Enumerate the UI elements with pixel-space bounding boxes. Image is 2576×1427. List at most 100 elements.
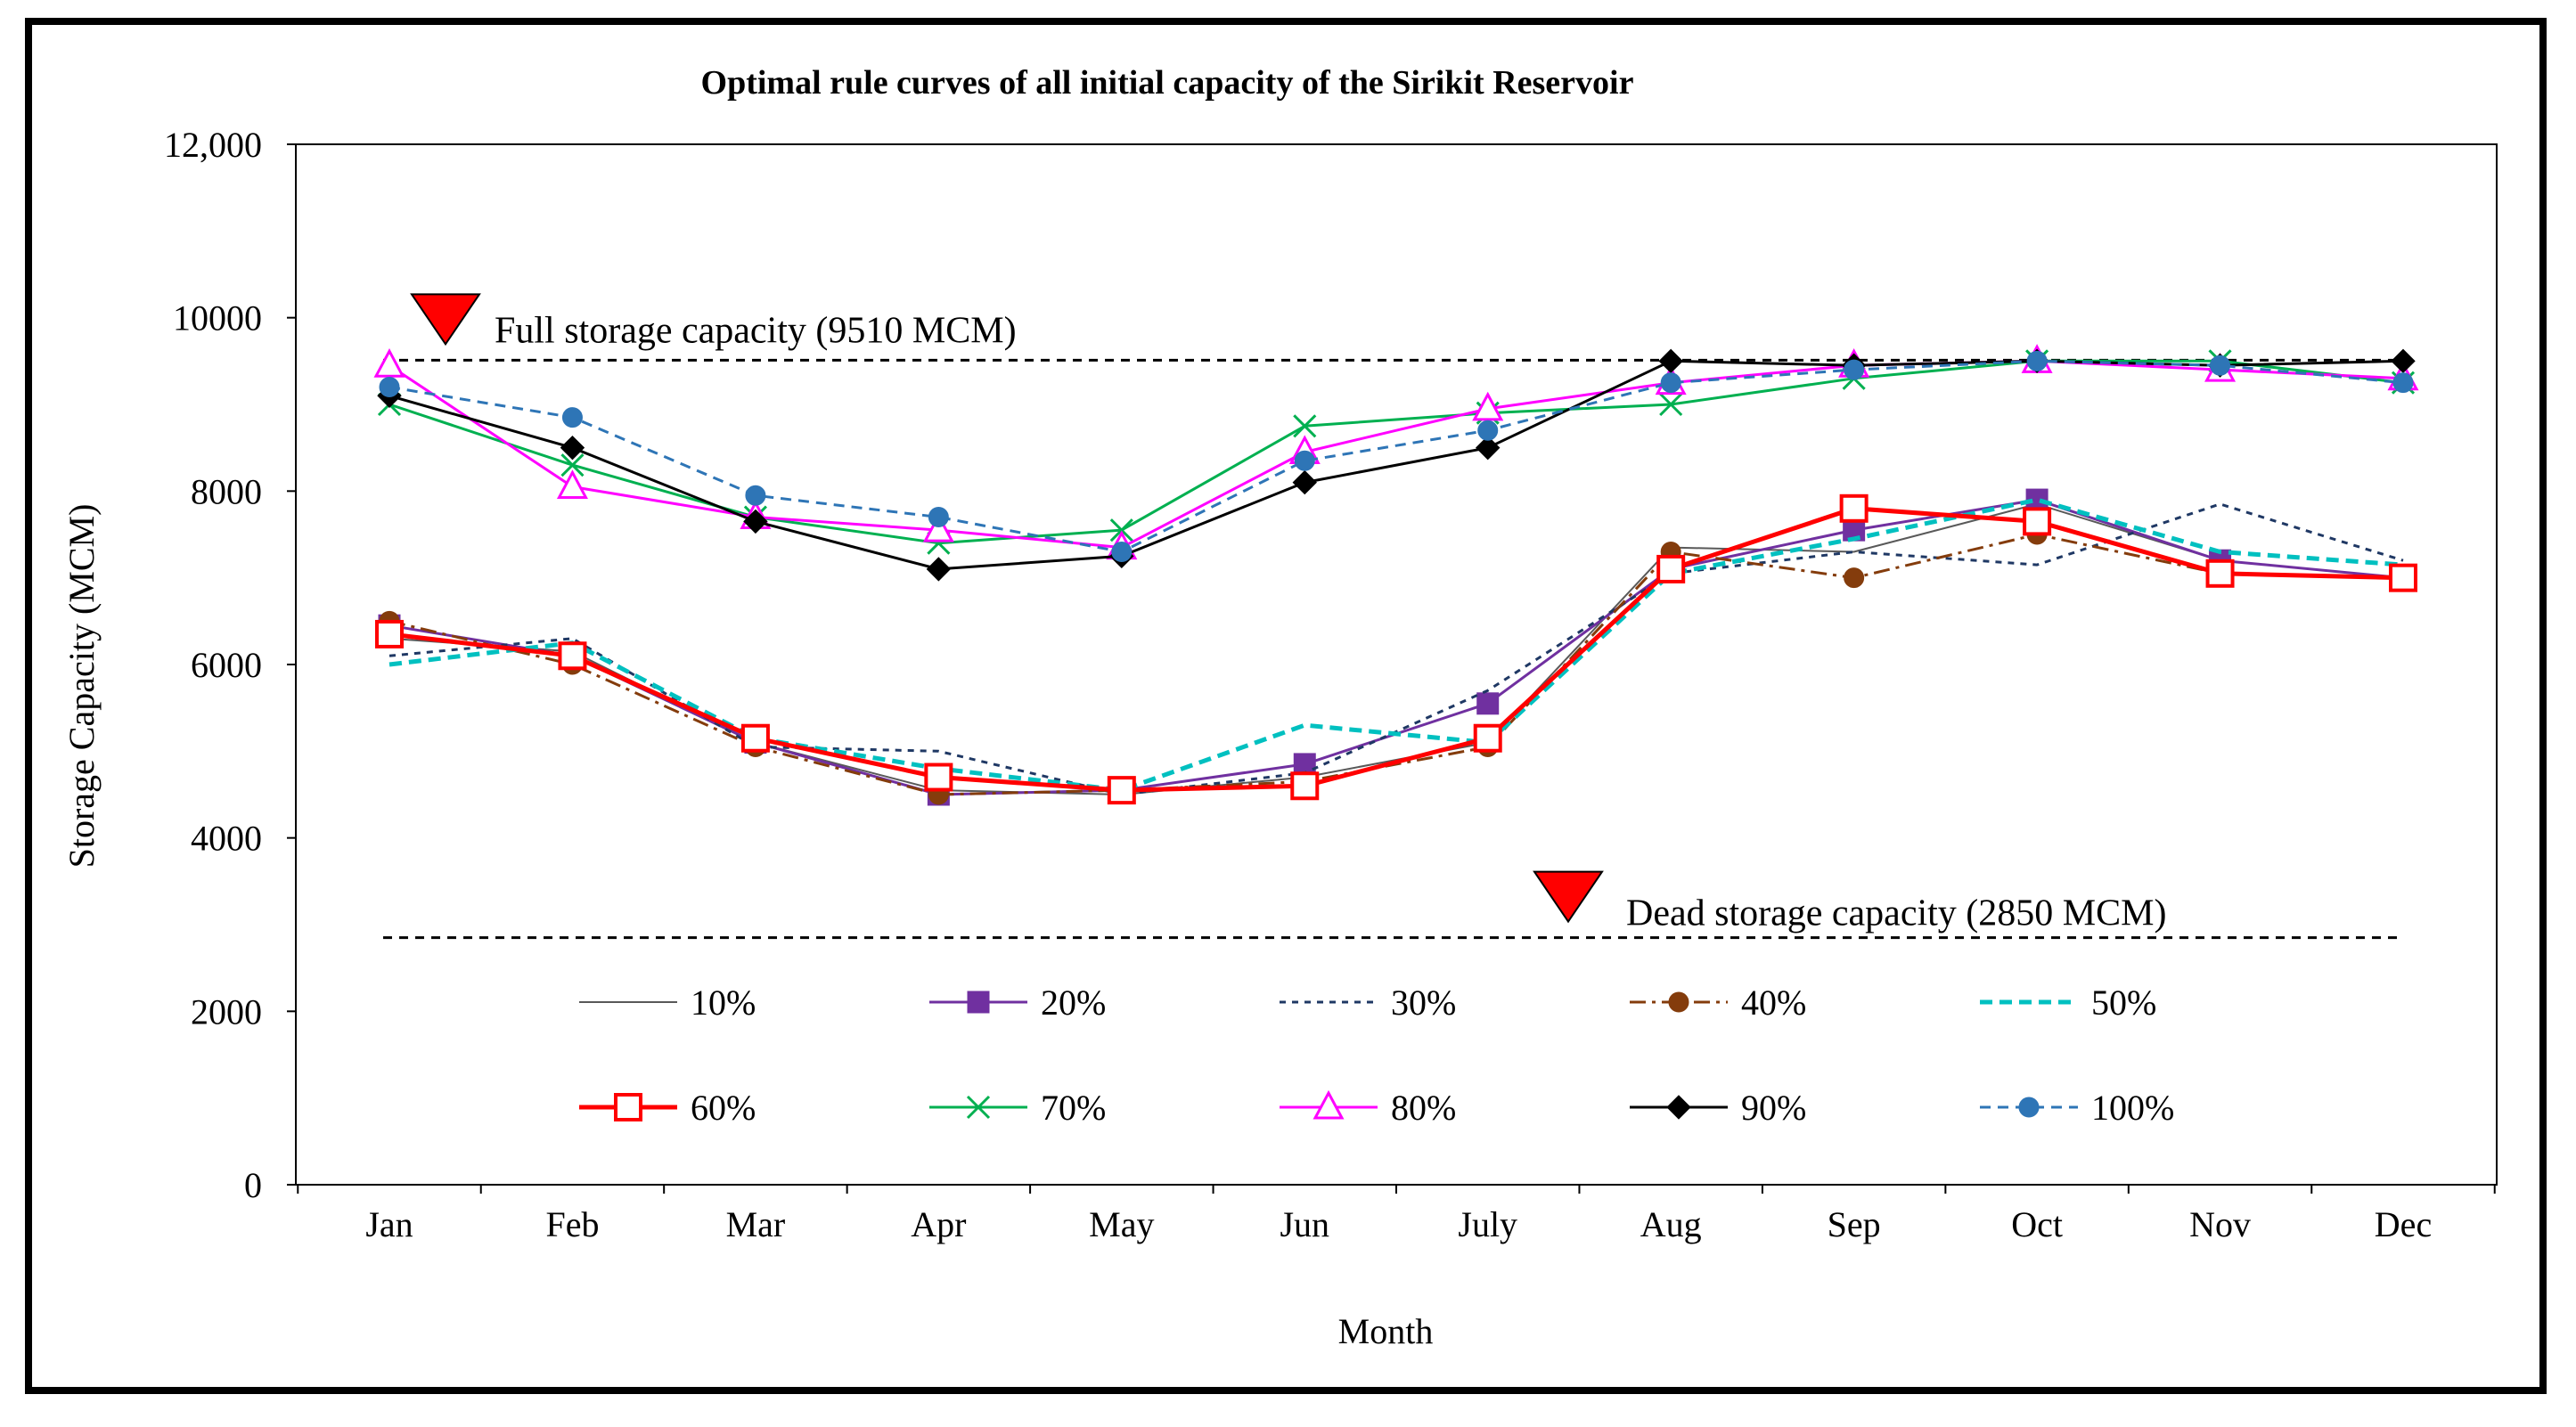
- x-tick-label-may: May: [1089, 1204, 1154, 1244]
- data-point-60pct: [1290, 771, 1320, 801]
- data-point-60pct: [2205, 559, 2235, 588]
- legend-marker-90pct: [1666, 1095, 1691, 1120]
- data-point-60pct: [1107, 776, 1136, 805]
- data-point-70pct: [560, 453, 585, 477]
- legend-label-90pct: 90%: [1741, 1088, 1806, 1128]
- data-point-100pct: [2392, 372, 2414, 394]
- chart-title: Optimal rule curves of all initial capac…: [701, 64, 1634, 102]
- x-tick-label-dec: Dec: [2375, 1204, 2432, 1244]
- legend-item-70pct: 70%: [929, 1088, 1106, 1128]
- dead-storage-label: Dead storage capacity (2850 MCM): [1626, 893, 2166, 934]
- legend-marker-80pct: [1313, 1089, 1345, 1120]
- legend-label-30pct: 30%: [1391, 983, 1456, 1023]
- series-100pct: [379, 350, 2414, 562]
- data-point-60pct: [2023, 507, 2052, 536]
- plot-border: [295, 143, 2498, 1186]
- data-point-80pct: [922, 512, 954, 542]
- x-tick-label-jun: Jun: [1280, 1204, 1329, 1244]
- y-tick-label: 8000: [191, 471, 262, 511]
- data-point-100pct: [2026, 350, 2048, 371]
- x-tick-label-mar: Mar: [726, 1204, 786, 1244]
- legend-item-80pct: 80%: [1280, 1088, 1456, 1128]
- data-point-70pct: [1293, 414, 1317, 438]
- legend-item-40pct: 40%: [1630, 983, 1806, 1023]
- legend-label-100pct: 100%: [2091, 1088, 2174, 1128]
- data-point-100pct: [379, 377, 400, 398]
- full-storage-marker-icon: [410, 293, 481, 347]
- data-point-60pct: [1839, 493, 1869, 523]
- legend-label-20pct: 20%: [1041, 983, 1106, 1023]
- data-point-70pct: [1659, 392, 1683, 417]
- legend-item-10pct: 10%: [579, 983, 756, 1023]
- data-point-100pct: [745, 485, 766, 506]
- data-point-20pct: [1476, 692, 1500, 715]
- series-line-60pct: [388, 506, 2404, 793]
- legend-label-10pct: 10%: [691, 983, 756, 1023]
- legend-marker-70pct: [966, 1095, 991, 1120]
- legend-label-60pct: 60%: [691, 1088, 756, 1128]
- data-point-60pct: [1473, 723, 1502, 753]
- data-point-90pct: [926, 557, 952, 582]
- legend-item-30pct: 30%: [1280, 983, 1456, 1023]
- legend-marker-60pct: [614, 1093, 642, 1121]
- data-point-40pct: [1844, 567, 1865, 589]
- x-axis-label: Month: [1338, 1311, 1434, 1351]
- y-tick-label: 10000: [173, 298, 262, 338]
- data-point-20pct: [1293, 753, 1316, 776]
- legend-item-90pct: 90%: [1630, 1088, 1806, 1128]
- data-point-90pct: [2391, 348, 2416, 374]
- y-tick-label: 12,000: [164, 125, 262, 165]
- series-line-100pct: [388, 359, 2404, 553]
- x-tick-label-aug: Aug: [1640, 1204, 1702, 1244]
- data-point-100pct: [561, 407, 583, 428]
- data-point-60pct: [740, 723, 770, 753]
- series-50pct: [388, 497, 2404, 793]
- legend-label-50pct: 50%: [2091, 983, 2156, 1023]
- data-point-100pct: [2210, 355, 2231, 376]
- legend-item-50pct: 50%: [1980, 983, 2156, 1023]
- legend-label-70pct: 70%: [1041, 1088, 1106, 1128]
- data-point-90pct: [560, 435, 585, 461]
- legend-marker-20pct: [967, 991, 990, 1014]
- series-20pct: [378, 488, 2415, 806]
- y-tick-label: 2000: [191, 991, 262, 1032]
- x-tick-label-sep: Sep: [1828, 1204, 1881, 1244]
- chart-frame: [25, 18, 2547, 1394]
- legend-item-20pct: 20%: [929, 983, 1106, 1023]
- y-axis-label: Storage Capacity (MCM): [61, 504, 102, 868]
- data-point-80pct: [373, 348, 405, 378]
- data-point-60pct: [2389, 563, 2417, 592]
- data-point-60pct: [924, 762, 953, 792]
- legend: 10% 20% 30% 40% 50% 60% 70% 80% 90% 100%: [579, 983, 2174, 1128]
- legend-label-40pct: 40%: [1741, 983, 1806, 1023]
- dead-storage-marker-icon: [1533, 870, 1604, 924]
- legend-item-100pct: 100%: [1980, 1088, 2174, 1128]
- series-line-50pct: [388, 497, 2404, 793]
- y-tick-label: 4000: [191, 819, 262, 859]
- data-point-100pct: [1477, 420, 1499, 441]
- legend-label-80pct: 80%: [1391, 1088, 1456, 1128]
- data-point-100pct: [928, 507, 949, 528]
- data-point-60pct: [1656, 554, 1686, 583]
- legend-item-60pct: 60%: [579, 1088, 756, 1128]
- data-point-100pct: [1844, 359, 1865, 380]
- y-tick-label: 6000: [191, 645, 262, 685]
- data-point-70pct: [1109, 518, 1133, 542]
- data-point-90pct: [1476, 435, 1501, 461]
- data-point-80pct: [1472, 391, 1504, 421]
- series-line-40pct: [388, 533, 2404, 796]
- data-point-100pct: [1294, 450, 1315, 471]
- x-tick-label-nov: Nov: [2189, 1204, 2251, 1244]
- x-tick-label-apr: Apr: [911, 1204, 966, 1244]
- data-point-60pct: [558, 641, 587, 671]
- y-tick-label: 0: [244, 1165, 262, 1205]
- data-point-90pct: [743, 509, 768, 534]
- x-tick-label-jan: Jan: [365, 1204, 413, 1244]
- x-tick-label-feb: Feb: [545, 1204, 599, 1244]
- data-point-80pct: [556, 469, 588, 499]
- data-point-100pct: [1660, 372, 1681, 394]
- x-tick-label-july: July: [1458, 1204, 1517, 1244]
- x-tick-label-oct: Oct: [2011, 1204, 2063, 1244]
- data-point-60pct: [375, 619, 404, 648]
